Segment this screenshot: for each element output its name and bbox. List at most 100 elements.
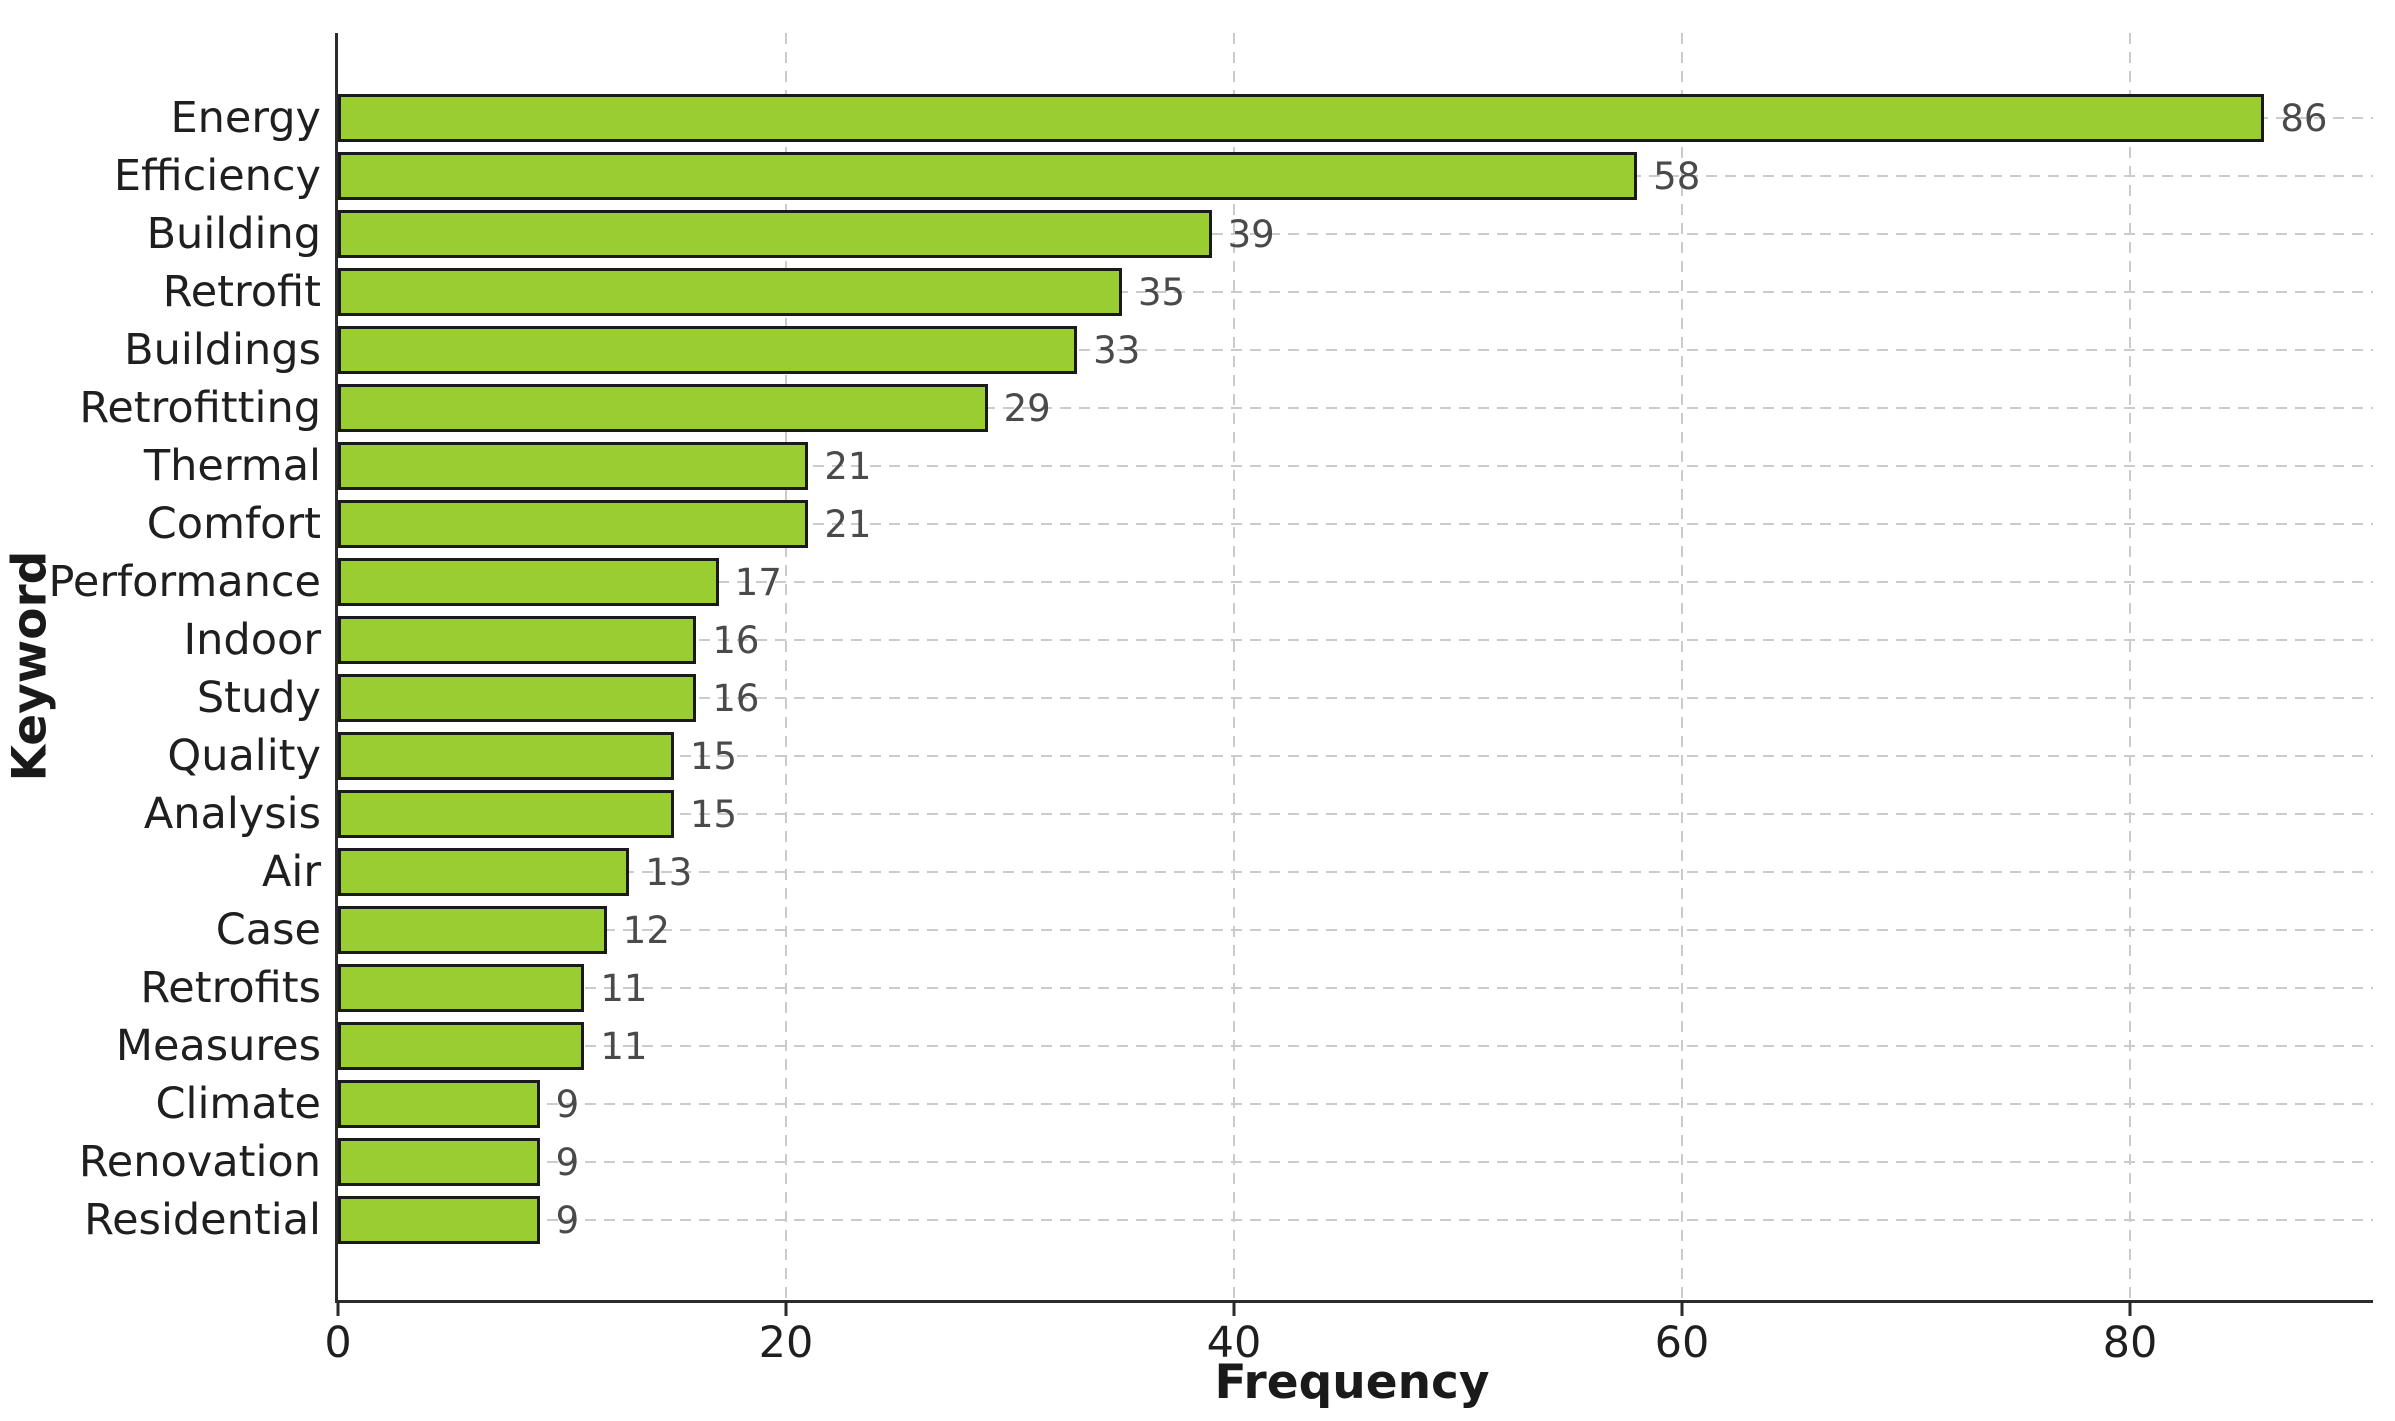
- bar: [338, 790, 674, 838]
- bar: [338, 674, 697, 722]
- horizontal-gridline: [338, 291, 2373, 293]
- chart-row: Efficiency 58: [114, 147, 2373, 205]
- chart-row: Energy 86: [170, 89, 2373, 147]
- bar: [338, 848, 630, 896]
- y-tick-label: Study: [196, 673, 321, 723]
- chart-row: Performance 17: [49, 553, 2373, 611]
- x-axis-tick-mark: [1232, 1303, 1236, 1316]
- x-axis-tick-mark: [2128, 1303, 2132, 1316]
- x-axis-tick-mark: [784, 1303, 788, 1316]
- vertical-gridline: [1232, 33, 1235, 1300]
- x-axis-tick-mark: [1680, 1303, 1684, 1316]
- bar-value-label: 35: [1137, 270, 1186, 314]
- horizontal-gridline: [338, 871, 2373, 873]
- chart-row: Case 12: [216, 901, 2373, 959]
- horizontal-gridline: [338, 929, 2373, 931]
- y-tick-label: Renovation: [78, 1137, 321, 1187]
- chart-row: Retrofits 11: [140, 959, 2373, 1017]
- bar: [338, 210, 1212, 258]
- y-tick-label: Measures: [115, 1021, 321, 1071]
- bar: [338, 964, 585, 1012]
- bar-value-label: 12: [622, 908, 670, 952]
- x-tick-label: 0: [324, 1318, 352, 1368]
- bar: [338, 732, 674, 780]
- y-tick-label: Case: [215, 905, 321, 955]
- bar-value-label: 9: [555, 1198, 580, 1242]
- bar: [338, 1022, 585, 1070]
- horizontal-gridline: [338, 813, 2373, 815]
- bar-value-label: 58: [1653, 154, 1701, 198]
- horizontal-gridline: [338, 465, 2373, 467]
- y-tick-label: Quality: [167, 731, 321, 781]
- bar-value-label: 13: [645, 850, 693, 894]
- y-tick-label: Energy: [170, 93, 321, 143]
- horizontal-gridline: [338, 987, 2373, 989]
- bar-value-label: 33: [1093, 328, 1141, 372]
- bar-value-label: 15: [689, 734, 738, 778]
- bar: [338, 326, 1078, 374]
- vertical-gridline: [2128, 33, 2131, 1300]
- bar-value-label: 29: [1003, 386, 1051, 430]
- y-tick-label: Retrofitting: [79, 383, 321, 433]
- chart-row: Study 16: [197, 669, 2373, 727]
- horizontal-gridline: [338, 1219, 2373, 1221]
- chart-row: Retrofitting 29: [79, 379, 2373, 437]
- y-tick-label: Air: [261, 847, 321, 897]
- bar-value-label: 11: [600, 1024, 648, 1068]
- y-tick-label: Efficiency: [113, 151, 321, 201]
- horizontal-gridline: [338, 1045, 2373, 1047]
- chart-row: Building 39: [147, 205, 2373, 263]
- x-tick-label: 60: [1654, 1318, 1710, 1368]
- bar: [338, 1196, 540, 1244]
- x-tick-label: 80: [2102, 1318, 2158, 1368]
- bar-value-label: 21: [824, 502, 872, 546]
- y-tick-label: Analysis: [143, 789, 321, 839]
- horizontal-gridline: [338, 639, 2373, 641]
- bar-value-label: 17: [734, 560, 782, 604]
- horizontal-gridline: [338, 349, 2373, 351]
- bar: [338, 500, 809, 548]
- bar: [338, 152, 1638, 200]
- chart-row: Retrofit 35: [163, 263, 2373, 321]
- vertical-gridline: [1680, 33, 1683, 1300]
- chart-row: Thermal 21: [144, 437, 2373, 495]
- horizontal-gridline: [338, 581, 2373, 583]
- y-tick-label: Residential: [84, 1195, 321, 1245]
- x-axis-tick-mark: [336, 1303, 340, 1316]
- bar-value-label: 9: [555, 1140, 580, 1184]
- y-tick-label: Retrofit: [162, 267, 321, 317]
- y-tick-label: Thermal: [143, 441, 321, 491]
- chart-row: Renovation 9: [79, 1133, 2373, 1191]
- horizontal-gridline: [338, 1103, 2373, 1105]
- chart-row: Buildings 33: [124, 321, 2373, 379]
- horizontal-gridline: [338, 233, 2373, 235]
- x-axis-title: Frequency: [1214, 1355, 1490, 1410]
- chart-row: Climate 9: [156, 1075, 2373, 1133]
- horizontal-gridline: [338, 523, 2373, 525]
- chart-row: Comfort 21: [147, 495, 2373, 553]
- bar-value-label: 16: [712, 676, 760, 720]
- chart-row: Analysis 15: [144, 785, 2373, 843]
- horizontal-gridline: [338, 755, 2373, 757]
- bar: [338, 906, 607, 954]
- horizontal-gridline: [338, 697, 2373, 699]
- bar-value-label: 21: [824, 444, 872, 488]
- bar-value-label: 86: [2280, 96, 2328, 140]
- bar: [338, 1080, 540, 1128]
- chart-row: Air 13: [262, 843, 2373, 901]
- bar-value-label: 9: [555, 1082, 580, 1126]
- horizontal-gridline: [338, 1161, 2373, 1163]
- horizontal-gridline: [338, 407, 2373, 409]
- chart-row: Indoor 16: [183, 611, 2373, 669]
- chart-row: Measures 11: [116, 1017, 2373, 1075]
- vertical-gridline: [784, 33, 787, 1300]
- bar: [338, 384, 988, 432]
- bar: [338, 442, 809, 490]
- x-tick-label: 20: [758, 1318, 814, 1368]
- y-tick-label: Building: [146, 209, 321, 259]
- y-tick-label: Comfort: [146, 499, 321, 549]
- plot-rows: Energy 86 Efficiency 58 Building 39 Retr…: [49, 33, 2373, 1300]
- bar: [338, 1138, 540, 1186]
- bar: [338, 558, 719, 606]
